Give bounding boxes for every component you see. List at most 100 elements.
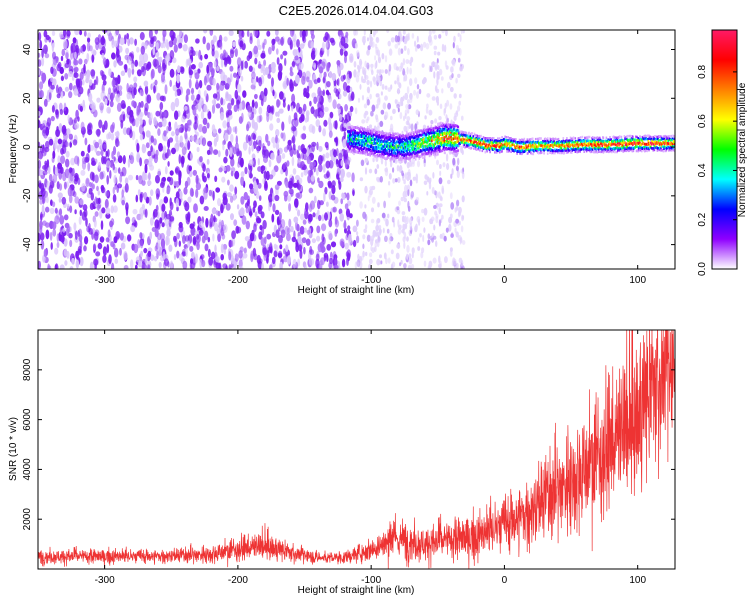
faded-cell [433, 50, 437, 56]
noise-cell [127, 234, 132, 242]
noise-cell [209, 30, 214, 36]
noise-cell [309, 245, 313, 255]
noise-cell [80, 150, 85, 157]
noise-cell [303, 227, 308, 233]
signal-cell [444, 151, 446, 155]
noise-cell [132, 208, 138, 215]
signal-cell [388, 135, 391, 139]
noise-cell [175, 181, 180, 188]
signal-cell [366, 132, 368, 136]
signal-cell [494, 151, 496, 154]
noise-cell [58, 31, 65, 39]
noise-cell [197, 68, 201, 74]
noise-cell [253, 30, 258, 38]
noise-cell [297, 235, 302, 244]
signal-cell [439, 132, 442, 135]
noise-cell [93, 258, 99, 266]
faded-cell [434, 61, 439, 70]
noise-cell [259, 114, 263, 122]
noise-cell [230, 157, 235, 167]
noise-cell [87, 144, 91, 154]
noise-cell [138, 60, 143, 67]
noise-cell [166, 42, 170, 51]
noise-cell [42, 194, 45, 205]
faded-cell [397, 88, 400, 95]
noise-cell [43, 98, 48, 107]
noise-cell [199, 195, 205, 205]
noise-cell [310, 106, 315, 115]
signal-cell [523, 137, 526, 141]
noise-cell [336, 173, 340, 180]
faded-cell [432, 257, 437, 264]
noise-cell [197, 94, 201, 100]
noise-cell [276, 117, 281, 123]
signal-cell [391, 134, 394, 138]
noise-cell [75, 109, 79, 119]
noise-cell [298, 244, 303, 252]
noise-cell [186, 119, 192, 126]
noise-cell [66, 251, 70, 259]
faded-cell [389, 128, 394, 133]
noise-cell [135, 117, 139, 128]
faded-cell [386, 228, 390, 234]
noise-cell [299, 43, 305, 49]
faded-cell [428, 260, 433, 268]
signal-cell [491, 143, 494, 146]
signal-cell [367, 131, 370, 135]
signal-cell [396, 136, 398, 139]
noise-cell [212, 128, 217, 134]
noise-cell [241, 30, 245, 38]
faded-cell [385, 166, 388, 173]
signal-cell [386, 157, 388, 161]
faded-cell [404, 92, 409, 101]
signal-cell [510, 139, 513, 142]
noise-cell [176, 232, 180, 240]
noise-cell [211, 207, 217, 215]
noise-cell [286, 255, 291, 265]
noise-cell [139, 193, 143, 203]
noise-cell [332, 99, 337, 110]
faded-cell [424, 115, 427, 120]
noise-cell [60, 55, 64, 62]
noise-cell [239, 40, 244, 48]
noise-cell [337, 260, 340, 267]
noise-cell [150, 145, 153, 153]
noise-cell [68, 82, 73, 91]
noise-cell [320, 243, 325, 254]
noise-cell [92, 227, 96, 235]
noise-cell [252, 157, 256, 168]
noise-cell [156, 193, 160, 200]
signal-cell [453, 132, 455, 135]
noise-cell [75, 78, 81, 88]
signal-cell [372, 130, 374, 133]
noise-cell [183, 34, 188, 44]
signal-cell [410, 156, 412, 159]
signal-cell [405, 141, 407, 144]
signal-cell [362, 150, 364, 153]
noise-cell [344, 104, 348, 112]
noise-cell [83, 30, 87, 37]
noise-cell [300, 213, 305, 221]
faded-cell [402, 236, 406, 243]
noise-cell [286, 77, 290, 86]
noise-cell [278, 108, 284, 114]
noise-cell [100, 36, 106, 46]
signal-cell [429, 151, 432, 154]
noise-cell [38, 141, 41, 148]
noise-cell [311, 47, 316, 55]
noise-cell [246, 30, 250, 37]
noise-cell [175, 133, 179, 143]
noise-cell [183, 111, 187, 118]
noise-cell [147, 150, 152, 157]
noise-cell [127, 38, 130, 47]
noise-cell [343, 149, 349, 159]
faded-cell [375, 239, 379, 244]
noise-cell [195, 139, 201, 145]
noise-cell [255, 76, 259, 83]
faded-cell [450, 233, 454, 239]
signal-cell [374, 130, 377, 133]
signal-cell [436, 126, 439, 129]
noise-cell [144, 208, 148, 218]
signal-cell [449, 137, 451, 140]
noise-cell [269, 264, 273, 269]
